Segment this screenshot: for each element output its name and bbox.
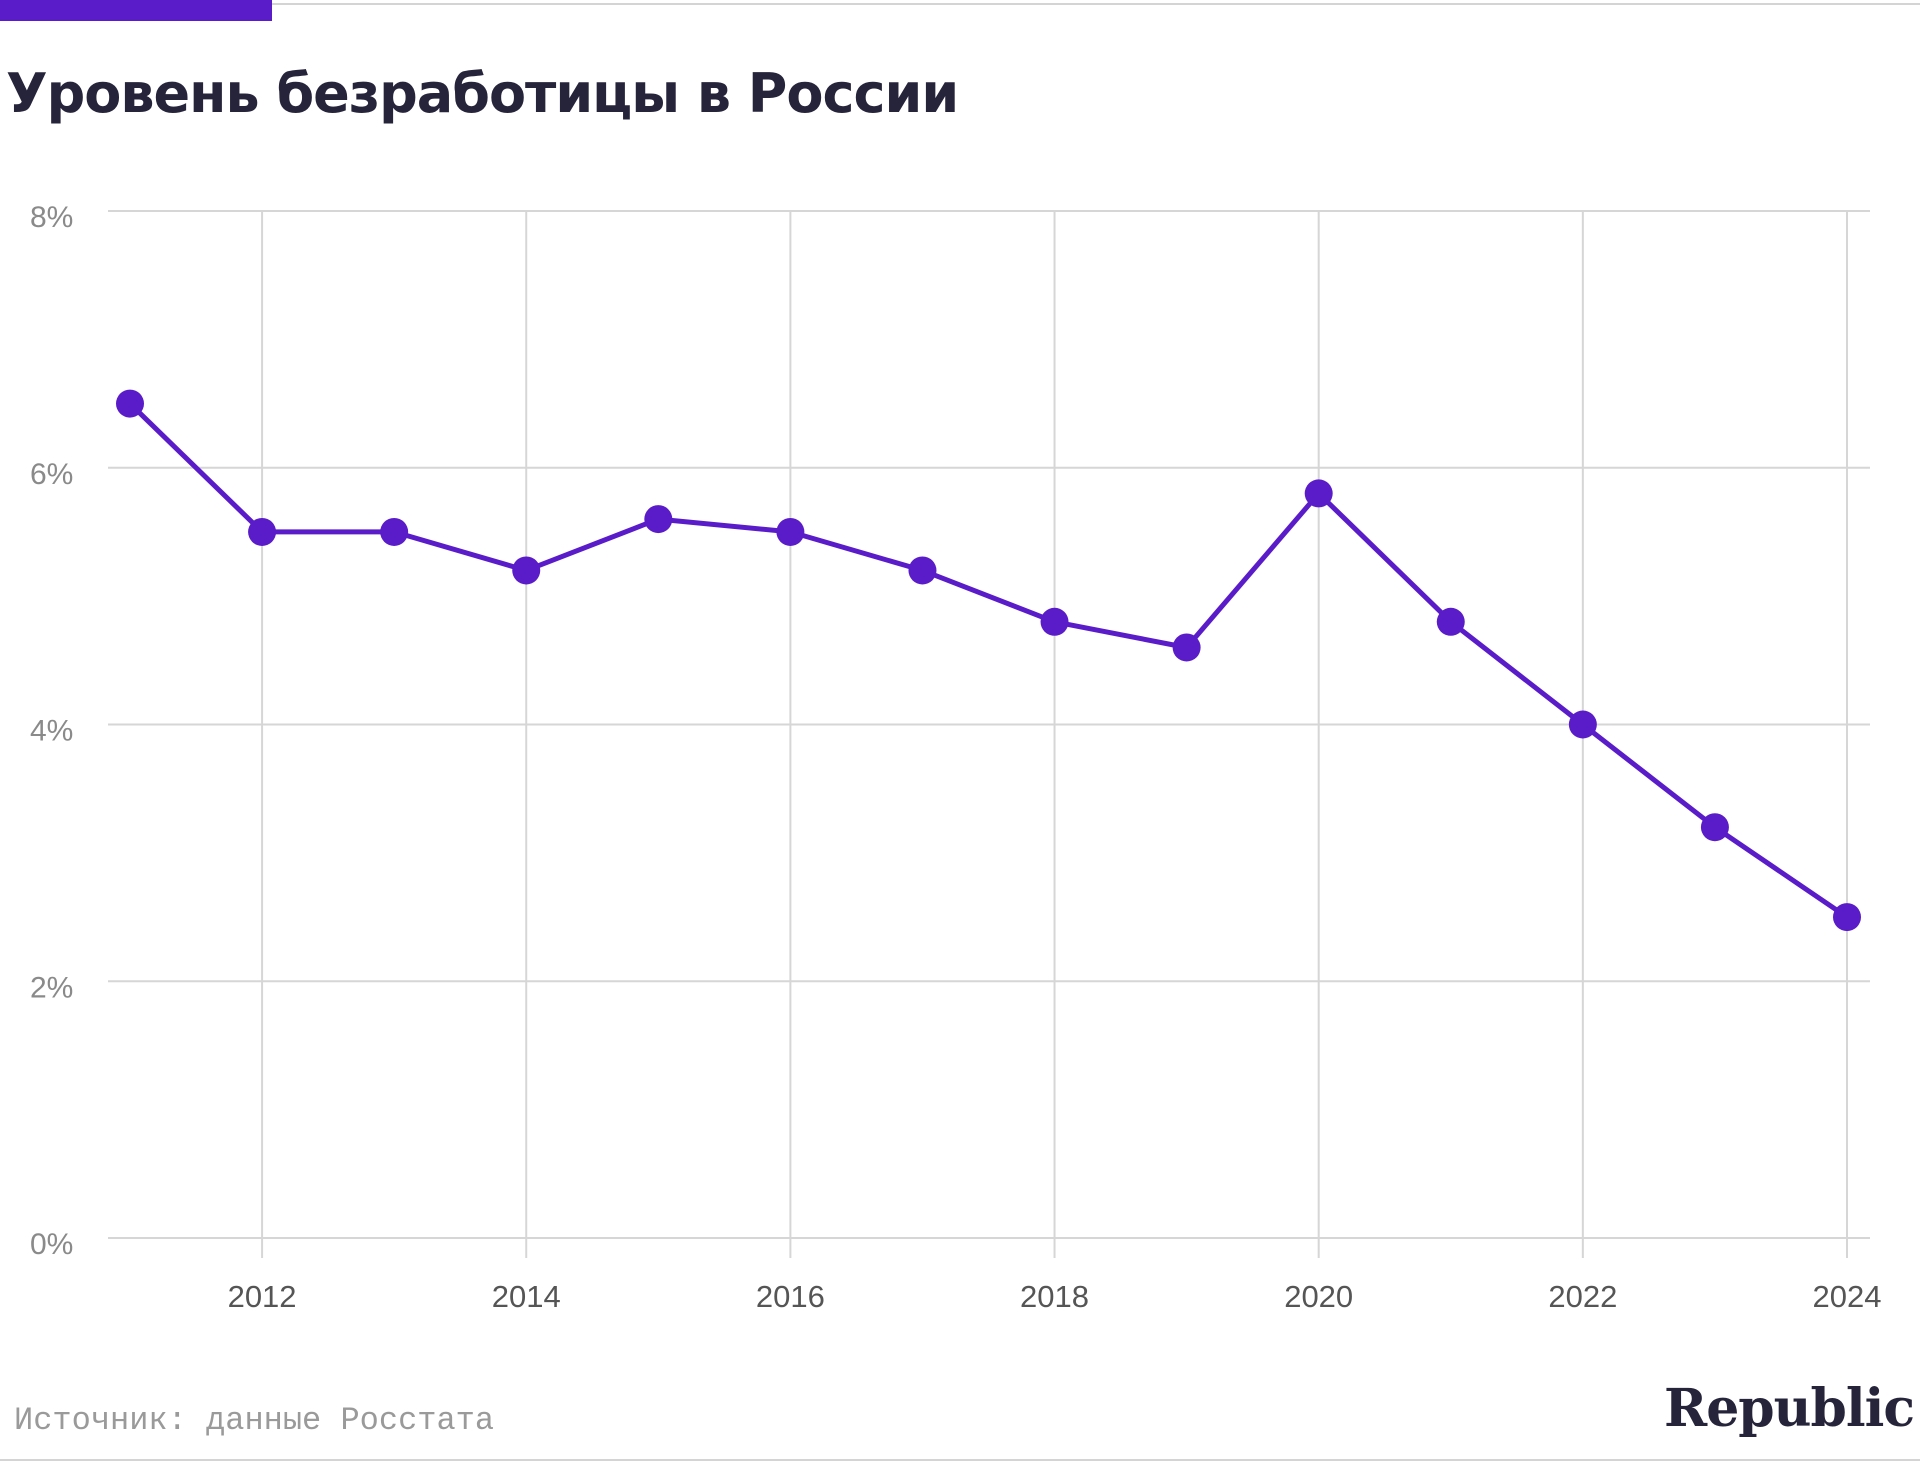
y-tick-label: 4% [30, 715, 73, 748]
x-tick-label: 2014 [492, 1279, 561, 1314]
republic-logo: Republic [1664, 1378, 1915, 1439]
x-tick-label: 2022 [1548, 1279, 1617, 1314]
data-point-2021 [1436, 607, 1465, 636]
x-tick-label: 2012 [228, 1279, 297, 1314]
data-point-2020 [1304, 479, 1333, 508]
data-point-2013 [380, 517, 409, 546]
y-tick-label: 2% [30, 971, 73, 1004]
series-layer [116, 389, 1861, 932]
data-point-2011 [116, 389, 144, 418]
data-point-2022 [1568, 710, 1597, 739]
data-point-2024 [1833, 903, 1861, 932]
bottom-rule [0, 1459, 1920, 1461]
x-gridlines [261, 211, 1848, 1258]
x-tick-label: 2018 [1020, 1279, 1089, 1314]
y-axis-tick-labels: 0% 2% 4% 6% 8% [30, 201, 73, 1261]
data-point-2014 [512, 556, 541, 585]
source-note: Источник: данные Росстата [14, 1402, 495, 1439]
y-gridlines [108, 210, 1870, 1239]
data-point-2016 [776, 517, 805, 546]
x-axis-tick-labels: 2012 2014 2016 2018 2020 2022 2024 [228, 1279, 1882, 1314]
data-point-2015 [644, 505, 673, 534]
chart-title: Уровень безработицы в России [6, 62, 959, 125]
y-tick-label: 6% [30, 458, 73, 491]
series-line [127, 401, 1850, 920]
data-point-2017 [908, 556, 937, 585]
x-tick-label: 2016 [756, 1279, 825, 1314]
data-point-2019 [1172, 633, 1201, 662]
top-rule [0, 3, 1920, 5]
x-tick-label: 2024 [1813, 1279, 1882, 1314]
data-point-2018 [1040, 607, 1069, 636]
y-tick-label: 8% [30, 201, 73, 234]
data-point-2023 [1700, 813, 1729, 842]
data-point-2012 [248, 517, 277, 546]
accent-bar [0, 0, 272, 21]
x-tick-label: 2020 [1284, 1279, 1353, 1314]
y-tick-label: 0% [30, 1228, 73, 1261]
